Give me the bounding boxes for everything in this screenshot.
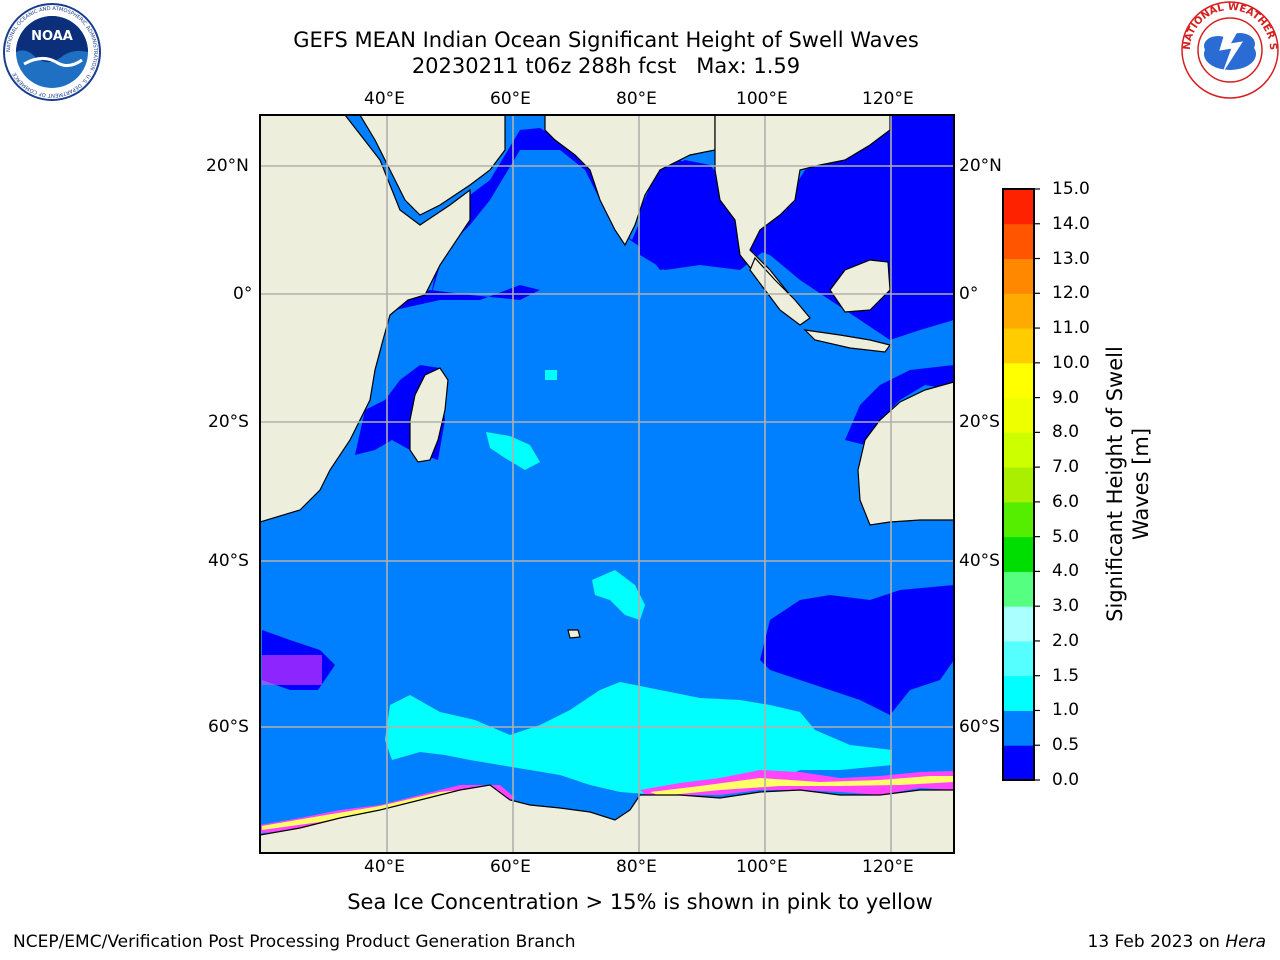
colorbar-swatch: [1003, 571, 1034, 607]
lon-label-top: 80°E: [616, 89, 657, 109]
colorbar-tick-label: 15.0: [1052, 179, 1090, 199]
java-land: [803, 329, 892, 353]
colorbar-tick-label: 1.5: [1052, 665, 1080, 686]
colorbar-tick-label: 2.0: [1052, 630, 1080, 651]
colorbar-tick-label: 11.0: [1052, 318, 1090, 339]
southern-low-swell-patch: [760, 585, 954, 715]
australia-land: [857, 381, 954, 526]
lat-label-right: 20°N: [959, 156, 1002, 176]
colorbar-tick-label: 10.0: [1052, 352, 1090, 373]
lon-label-top: 60°E: [490, 89, 531, 109]
colorbar-tick-label: 9.0: [1052, 387, 1080, 408]
sea-ice-patch-west: [262, 655, 322, 685]
lon-label-bottom: 100°E: [736, 857, 788, 877]
india-land: [544, 115, 716, 247]
map-title: GEFS MEAN Indian Ocean Significant Heigh…: [293, 28, 919, 52]
lat-label-left: 20°N: [206, 156, 249, 176]
colorbar-tick-label: 5.0: [1052, 526, 1080, 547]
noaa-logo-text: NOAA: [31, 29, 73, 44]
lat-label-left: 60°S: [208, 717, 249, 737]
swell-patch-mid-3: [545, 370, 557, 380]
lon-label-top: 120°E: [862, 89, 914, 109]
colorbar-swatch: [1003, 640, 1034, 677]
colorbar-swatch: [1003, 536, 1034, 572]
colorbar-swatch: [1003, 223, 1034, 260]
swell-patch-mid-1: [592, 570, 645, 620]
lat-label-right: 0°: [959, 284, 979, 304]
lon-label-bottom: 80°E: [616, 857, 657, 877]
map-frame: [259, 114, 955, 854]
colorbar-tick-label: 12.0: [1052, 283, 1090, 304]
colorbar-label: Significant Height of Swell Waves [m]: [1103, 346, 1153, 622]
lon-label-bottom: 40°E: [364, 857, 405, 877]
australia-west-low-swell: [845, 365, 954, 445]
colorbar-tick-label: 0.0: [1052, 770, 1080, 790]
colorbar-swatch: [1003, 362, 1034, 399]
colorbar-swatch: [1003, 710, 1034, 746]
graticule: [260, 115, 954, 853]
colorbar: [1003, 189, 1034, 781]
colorbar-tick-label: 1.0: [1052, 700, 1080, 721]
lon-label-bottom: 120°E: [862, 857, 914, 877]
date-stamp: 13 Feb 2023 on Hera: [1088, 932, 1266, 952]
lat-label-left: 0°: [233, 284, 253, 304]
lat-label-right: 20°S: [959, 412, 1000, 432]
sea-ice-note: Sea Ice Concentration > 15% is shown in …: [347, 890, 933, 914]
colorbar-swatch: [1003, 258, 1034, 294]
lat-label-left: 40°S: [208, 551, 249, 571]
colorbar-swatch: [1003, 467, 1034, 503]
credit-text: NCEP/EMC/Verification Post Processing Pr…: [13, 932, 576, 952]
kerguelen-island: [567, 629, 581, 639]
colorbar-tick-label: 3.0: [1052, 596, 1080, 617]
colorbar-swatch: [1003, 293, 1034, 329]
bay-of-bengal-low-swell: [640, 160, 765, 270]
borneo-land: [829, 259, 891, 313]
africa-land: [260, 115, 471, 523]
colorbar-tick-label: 0.5: [1052, 735, 1080, 756]
madagascar-land: [409, 367, 449, 463]
colorbar-frame: [1002, 188, 1035, 781]
machine-name: Hera: [1225, 932, 1266, 952]
lon-label-top: 100°E: [736, 89, 788, 109]
lon-label-bottom: 60°E: [490, 857, 531, 877]
colorbar-swatch: [1003, 501, 1034, 538]
noaa-logo: NOAA NATIONAL OCEANIC AND ATMOSPHERIC AD…: [3, 3, 101, 101]
colorbar-swatch: [1003, 397, 1034, 433]
lon-label-top: 40°E: [364, 89, 405, 109]
colorbar-swatch: [1003, 606, 1034, 642]
colorbar-swatch: [1003, 745, 1034, 781]
lat-label-left: 20°S: [208, 412, 249, 432]
colorbar-swatch: [1003, 432, 1034, 468]
arabia-land: [359, 115, 506, 216]
colorbar-swatch: [1003, 328, 1034, 364]
map-subtitle: 20230211 t06z 288h fcst Max: 1.59: [411, 54, 801, 78]
colorbar-tick-label: 14.0: [1052, 213, 1090, 234]
sea-ice-edge-south-right-yellow: [650, 776, 954, 796]
lat-label-right: 40°S: [959, 551, 1000, 571]
colorbar-tick-label: 4.0: [1052, 561, 1080, 582]
colorbar-swatch: [1003, 675, 1034, 711]
colorbar-tick-label: 8.0: [1052, 422, 1080, 443]
western-arabian-low-swell: [395, 285, 540, 310]
nws-logo: NATIONAL WEATHER SERVICE: [1180, 0, 1279, 99]
colorbar-swatch: [1003, 189, 1034, 225]
antarctica-land: [260, 784, 954, 853]
colorbar-tick-label: 7.0: [1052, 457, 1080, 478]
colorbar-tick-label: 6.0: [1052, 491, 1080, 512]
colorbar-tick-label: 13.0: [1052, 248, 1090, 269]
date-text: 13 Feb 2023 on: [1087, 932, 1220, 952]
lat-label-right: 60°S: [959, 717, 1000, 737]
